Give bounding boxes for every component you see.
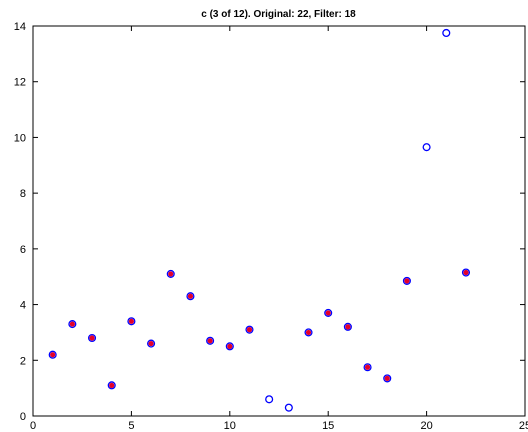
- data-point-open: [284, 403, 293, 412]
- axis-ticks: [32, 25, 526, 417]
- chart-title: c (3 of 12). Original: 22, Filter: 18: [201, 9, 356, 20]
- y-tick-label: 6: [20, 244, 26, 256]
- y-tick-label: 4: [20, 300, 26, 312]
- data-point-open: [461, 268, 471, 277]
- data-point-open: [324, 308, 333, 317]
- data-point-open: [166, 269, 175, 278]
- x-tick-label: 25: [519, 420, 528, 432]
- data-point-filtered: [187, 293, 194, 299]
- data-point-open: [383, 374, 392, 383]
- data-point-open: [442, 28, 451, 38]
- y-tick-label: 2: [20, 355, 26, 367]
- data-point-open: [363, 363, 372, 372]
- data-point-filtered: [89, 335, 95, 341]
- data-point-open: [225, 342, 234, 351]
- data-point-filtered: [305, 329, 312, 336]
- data-point-open: [186, 292, 195, 301]
- data-point-filtered: [148, 340, 154, 347]
- x-tick-label: 20: [420, 420, 432, 432]
- data-point-filtered: [345, 324, 351, 330]
- data-point-open: [343, 322, 352, 331]
- axis-tick-labels: 0 5 10 15 20 25 0 2 4 6 8 10 12 14: [14, 21, 528, 432]
- data-point-filtered: [463, 269, 469, 276]
- data-point-filtered: [384, 375, 390, 381]
- y-tick-label: 14: [14, 21, 26, 33]
- y-tick-label: 12: [14, 77, 26, 89]
- data-point-filtered: [404, 278, 410, 284]
- data-point-filtered: [168, 271, 174, 277]
- data-point-filtered: [227, 343, 233, 349]
- data-point-open: [304, 328, 313, 337]
- x-tick-label: 5: [128, 420, 134, 432]
- data-point-filtered: [69, 321, 75, 327]
- data-point-filtered: [325, 310, 331, 316]
- data-point-open: [402, 276, 411, 285]
- y-tick-label: 10: [14, 132, 26, 144]
- x-tick-label: 0: [30, 420, 36, 432]
- data-point-filtered: [50, 352, 56, 358]
- data-point-open: [107, 381, 116, 390]
- data-point-open: [422, 143, 431, 152]
- y-tick-label: 8: [20, 188, 26, 200]
- data-point-open: [265, 395, 274, 404]
- data-point-open: [87, 333, 97, 343]
- data-point-open: [245, 325, 254, 334]
- data-point-open: [127, 317, 136, 326]
- x-tick-label: 15: [322, 420, 334, 432]
- data-point-open: [68, 320, 77, 329]
- y-tick-label: 0: [20, 411, 26, 423]
- data-point-open: [147, 339, 156, 348]
- data-point-filtered: [364, 364, 371, 370]
- plot-area-frame: [32, 25, 526, 417]
- data-point-filtered: [246, 327, 253, 333]
- data-point-filtered: [207, 338, 213, 344]
- data-point-filtered: [128, 318, 134, 324]
- data-point-filtered: [109, 382, 115, 388]
- data-marks: [48, 28, 471, 412]
- data-point-open: [206, 336, 215, 345]
- data-point-open: [48, 350, 57, 359]
- x-tick-label: 10: [224, 420, 236, 432]
